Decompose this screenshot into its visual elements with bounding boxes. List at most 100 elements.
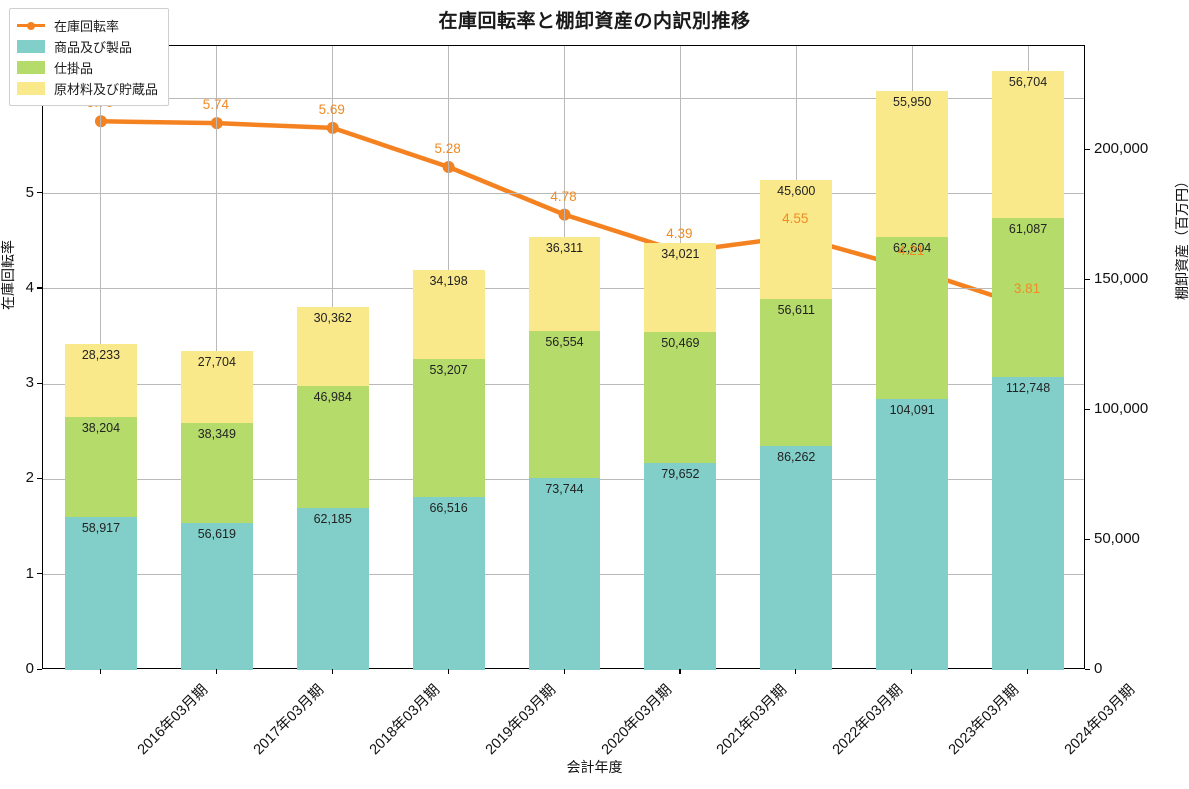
y-axis-left-tick: 5 — [25, 183, 34, 201]
line-marker-icon — [17, 19, 45, 32]
bar-value-label: 34,198 — [429, 273, 468, 288]
x-axis-tick: 2016年03月期 — [134, 681, 211, 759]
legend-item-turnover[interactable]: 在庫回転率 — [17, 15, 158, 36]
bar-value-label: 55,950 — [893, 95, 932, 110]
tick-mark — [37, 287, 42, 289]
x-axis-tick: 2019年03月期 — [482, 681, 559, 759]
bar-value-label: 45,600 — [777, 183, 816, 198]
line-value-label: 4.21 — [898, 242, 925, 258]
bar-segment[interactable]: 66,516 — [412, 497, 485, 670]
bar-value-label: 36,311 — [545, 240, 584, 255]
y-axis-right-tick: 150,000 — [1094, 270, 1149, 287]
bar-value-label: 38,349 — [197, 427, 236, 442]
y-axis-right-label: 棚卸資産（百万円） — [1174, 174, 1189, 300]
line-value-label: 5.69 — [318, 101, 345, 117]
tick-mark — [331, 669, 333, 674]
line-value-label: 4.55 — [782, 210, 809, 226]
tick-mark — [215, 669, 218, 674]
bar-value-label: 61,087 — [1008, 222, 1048, 237]
legend-item-raw[interactable]: 原材料及び貯蔵品 — [17, 78, 158, 99]
bar-segment[interactable]: 56,619 — [180, 522, 253, 670]
tick-mark — [99, 669, 102, 674]
bar-value-label: 56,611 — [777, 302, 815, 317]
legend-item-wip[interactable]: 仕掛品 — [17, 57, 158, 78]
bar-segment[interactable]: 56,554 — [528, 331, 601, 479]
bar-segment[interactable]: 28,233 — [65, 344, 137, 418]
x-axis-tick: 2022年03月期 — [830, 681, 907, 759]
tick-mark — [37, 477, 42, 480]
bar-segment[interactable]: 34,021 — [644, 243, 717, 332]
y-axis-left-tick: 4 — [25, 278, 34, 296]
tick-mark — [911, 669, 913, 674]
bar-segment[interactable]: 56,704 — [992, 70, 1064, 219]
tick-mark — [37, 573, 42, 575]
bar-segment[interactable]: 55,950 — [876, 91, 949, 237]
y-axis-left-label: 在庫回転率 — [0, 240, 16, 310]
bar-segment[interactable]: 34,198 — [412, 269, 485, 359]
tick-mark — [37, 668, 42, 670]
bar-segment[interactable]: 27,704 — [180, 351, 253, 424]
bar-segment[interactable]: 62,185 — [296, 508, 369, 670]
bar-segment[interactable]: 58,917 — [65, 516, 137, 670]
bar-value-label: 27,704 — [197, 355, 236, 370]
bar-value-label: 30,362 — [313, 311, 352, 326]
tick-mark — [1085, 538, 1090, 540]
bar-segment[interactable]: 38,349 — [180, 423, 253, 523]
bar-segment[interactable]: 30,362 — [296, 307, 369, 387]
bar-segment[interactable]: 104,091 — [876, 399, 949, 670]
line-value-label: 4.39 — [666, 225, 693, 241]
y-axis-left-tick: 0 — [25, 660, 34, 677]
tick-mark — [563, 669, 565, 674]
bar-segment[interactable]: 62,604 — [876, 236, 949, 400]
gridline-horizontal — [43, 193, 1084, 195]
tick-mark — [1085, 668, 1090, 670]
bar-segment[interactable]: 36,311 — [528, 236, 601, 332]
tick-mark — [679, 669, 681, 674]
bar-segment[interactable]: 46,984 — [296, 386, 369, 509]
y-axis-right-tick: 50,000 — [1094, 530, 1140, 547]
legend-label-wip: 仕掛品 — [54, 61, 94, 76]
bar-segment[interactable]: 50,469 — [644, 331, 717, 463]
tick-mark — [1085, 148, 1090, 150]
bar-segment[interactable]: 112,748 — [992, 376, 1064, 670]
x-axis-label: 会計年度 — [566, 759, 623, 775]
tick-mark — [1085, 278, 1090, 280]
bar-segment[interactable]: 73,744 — [528, 478, 601, 670]
bar-segment[interactable]: 38,204 — [65, 417, 137, 517]
bar-value-label: 38,204 — [81, 421, 121, 436]
legend-label-turnover: 在庫回転率 — [54, 19, 120, 34]
tick-mark — [37, 382, 42, 384]
bar-value-label: 56,704 — [1008, 74, 1048, 89]
y-axis-right-tick: 0 — [1094, 660, 1103, 677]
line-value-label: 3.81 — [1013, 281, 1041, 297]
bar-value-label: 62,185 — [313, 512, 352, 527]
bar-segment[interactable]: 45,600 — [760, 179, 833, 299]
bar-value-label: 50,469 — [661, 335, 700, 350]
tick-mark — [1027, 669, 1029, 674]
x-axis-tick: 2023年03月期 — [945, 681, 1023, 759]
bar-value-label: 28,233 — [81, 348, 121, 363]
swatch-icon-merchandise — [17, 40, 45, 53]
line-value-label: 5.28 — [434, 140, 461, 156]
bar-segment[interactable]: 61,087 — [992, 218, 1064, 377]
legend-label-merchandise: 商品及び製品 — [54, 40, 133, 55]
chart-title: 在庫回転率と棚卸資産の内訳別推移 — [438, 11, 751, 32]
tick-mark — [37, 192, 42, 194]
bar-value-label: 34,021 — [661, 247, 700, 262]
x-axis-tick: 2024年03月期 — [1061, 681, 1139, 759]
tick-mark — [1085, 408, 1090, 410]
y-axis-right-tick: 100,000 — [1094, 400, 1149, 417]
plot-area: 58,917 38,204 28,233 56,619 38,349 27,704 62,1… — [42, 45, 1085, 670]
bar-value-label: 53,207 — [429, 362, 468, 377]
y-axis-left-tick: 1 — [25, 564, 34, 582]
x-axis-tick: 2017年03月期 — [250, 681, 327, 759]
bar-segment[interactable]: 56,611 — [760, 298, 833, 446]
bar-segment[interactable]: 79,652 — [644, 462, 717, 670]
x-axis-tick: 2021年03月期 — [714, 681, 791, 759]
y-axis-left-tick: 3 — [25, 374, 34, 392]
x-axis-tick: 2018年03月期 — [366, 681, 443, 759]
legend-item-merchandise[interactable]: 商品及び製品 — [17, 36, 158, 57]
bar-segment[interactable]: 86,262 — [760, 445, 833, 670]
bar-segment[interactable]: 53,207 — [412, 358, 485, 498]
